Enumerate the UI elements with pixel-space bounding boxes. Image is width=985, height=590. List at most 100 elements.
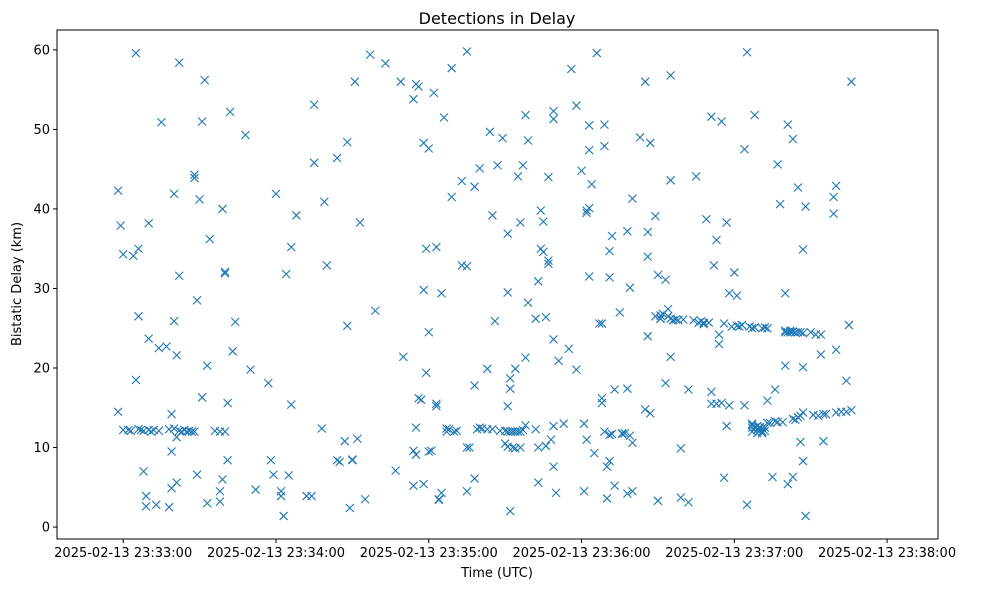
plot-area (56, 29, 939, 540)
data-point (531, 314, 541, 324)
data-point (409, 481, 418, 491)
data-point (709, 261, 719, 270)
data-point (444, 424, 454, 434)
data-point (126, 426, 136, 436)
data-point (220, 267, 230, 277)
data-point (505, 373, 515, 383)
data-point (521, 110, 530, 120)
data-point (605, 246, 614, 256)
data-point (788, 472, 798, 482)
data-point (419, 285, 429, 295)
data-point (607, 231, 617, 241)
data-point (434, 494, 444, 504)
data-point (554, 356, 563, 366)
data-point (589, 448, 599, 458)
data-point (169, 424, 179, 433)
data-point (192, 470, 202, 479)
data-point (493, 160, 502, 170)
data-point (650, 211, 660, 221)
data-point (419, 479, 429, 489)
data-point (844, 320, 854, 330)
data-point (699, 319, 709, 329)
data-point (279, 511, 289, 521)
data-point (123, 425, 133, 435)
data-point (592, 48, 602, 58)
data-point (510, 364, 520, 374)
y-tick-label: 50 (33, 123, 50, 138)
data-point (202, 361, 212, 371)
data-point (706, 387, 716, 397)
data-point (190, 427, 199, 437)
data-point (712, 235, 721, 245)
data-point (635, 132, 645, 142)
data-point (549, 421, 558, 431)
data-point (653, 496, 663, 506)
data-point (205, 234, 215, 244)
data-point (141, 491, 151, 501)
data-point (607, 429, 617, 439)
data-point (286, 242, 296, 252)
data-point (740, 400, 749, 410)
data-point (645, 138, 655, 148)
data-point (533, 478, 543, 487)
data-point (747, 323, 757, 333)
y-axis-ticks: 0 10 20 30 40 50 60 (33, 43, 57, 536)
data-point (432, 401, 441, 411)
data-point (429, 88, 439, 98)
data-point (724, 288, 734, 298)
data-point (829, 209, 838, 219)
data-point (503, 229, 513, 238)
data-point (424, 447, 434, 456)
y-tick-label: 10 (33, 441, 50, 456)
data-point (605, 456, 614, 466)
data-point (332, 455, 342, 465)
data-point (190, 173, 199, 183)
data-point (521, 353, 530, 363)
data-point (549, 462, 558, 472)
data-point (566, 64, 576, 74)
data-point (684, 498, 693, 507)
data-point (691, 171, 701, 181)
data-point (676, 493, 686, 503)
data-point (768, 472, 777, 482)
data-point (582, 435, 592, 444)
data-point (572, 365, 581, 374)
data-point (146, 427, 156, 437)
data-point (381, 59, 390, 68)
data-point (783, 120, 793, 130)
data-point (821, 409, 831, 419)
data-point (340, 436, 350, 446)
x-tick-label: 2025-02-13 23:37:00 (665, 546, 803, 561)
data-point (643, 227, 653, 237)
data-point (202, 498, 212, 508)
data-point (353, 434, 362, 444)
data-point (605, 430, 614, 440)
data-point (523, 298, 533, 308)
data-point (622, 489, 632, 499)
data-point (770, 416, 780, 426)
data-point (139, 467, 148, 476)
data-point (620, 428, 630, 438)
data-point (225, 107, 235, 117)
data-point (167, 447, 176, 456)
data-point (174, 58, 184, 67)
data-point (442, 424, 451, 433)
data-point (625, 431, 635, 440)
data-point (722, 218, 732, 227)
data-point (276, 491, 286, 501)
data-point (719, 473, 729, 483)
data-point (398, 352, 408, 362)
data-point (785, 326, 795, 336)
data-point (546, 435, 556, 444)
data-point (505, 384, 515, 394)
data-point (587, 179, 597, 189)
data-point (516, 443, 525, 452)
data-point (192, 296, 202, 305)
data-point (584, 272, 594, 281)
data-point (656, 314, 665, 324)
data-point (426, 446, 436, 456)
data-point (424, 144, 434, 153)
data-point (538, 247, 548, 257)
data-point (617, 428, 627, 438)
